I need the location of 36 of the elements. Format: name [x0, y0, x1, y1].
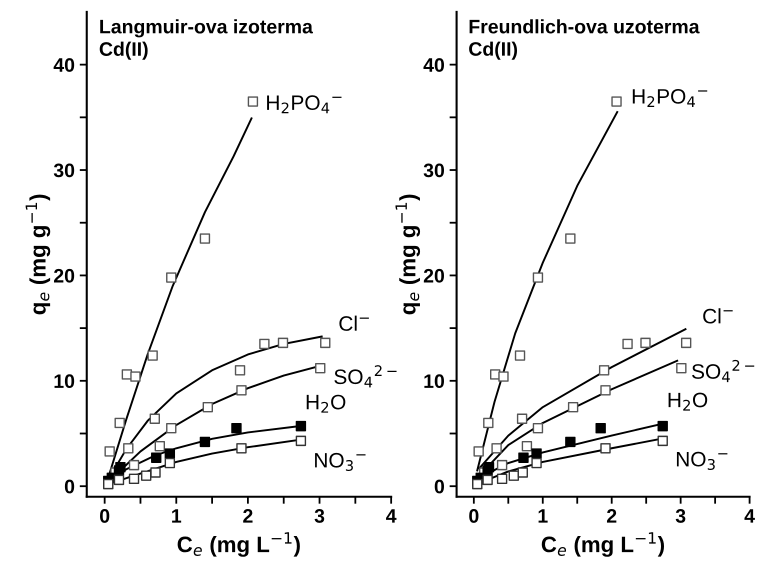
- x-tick-label: 3: [676, 509, 686, 523]
- x-tick-label: 2: [243, 509, 253, 523]
- y-tick-label: 20: [54, 268, 74, 283]
- x-tick-label: 4: [386, 509, 396, 523]
- series-label: H$_{2}$PO$_{4}$$^{−}$: [267, 95, 342, 114]
- series-label: H$_{2}$O: [668, 392, 708, 411]
- series-label: H$_{2}$O: [306, 394, 346, 413]
- series-label: Cl$^{−}$: [703, 308, 733, 324]
- series-label: Cl$^{−}$: [339, 316, 369, 331]
- x-axis-title: C$_{e}$ (mg L$^{−1}$): [178, 532, 300, 557]
- x-tick-label: 0: [100, 509, 110, 523]
- y-tick-label: 40: [54, 58, 74, 72]
- x-tick-label: 2: [606, 509, 616, 523]
- series-label: NO$_{3}$$^{−}$: [676, 452, 728, 470]
- series-label: H$_{2}$PO$_{4}$$^{−}$: [632, 88, 708, 107]
- series-label: SO$_{4}$$^{2−}$: [334, 365, 397, 388]
- text: Langmuir-ova izoterma Cd(II): [100, 19, 313, 60]
- y-axis-title: q$_{e}$ (mg g$^{−1}$): [26, 194, 50, 314]
- text: Freundlich-ova uzoterma Cd(II): [469, 19, 700, 60]
- y-tick-label: 20: [424, 268, 444, 283]
- x-tick-label: 1: [538, 509, 548, 523]
- x-tick-label: 1: [172, 509, 182, 523]
- x-tick-label: 4: [744, 509, 755, 523]
- series-label: NO$_{3}$$^{−}$: [315, 452, 366, 472]
- y-tick-label: 30: [424, 164, 444, 178]
- x-axis-title: C$_{e}$ (mg L$^{−1}$): [542, 532, 664, 557]
- y-tick-label: 30: [54, 164, 74, 178]
- series-label: SO$_{4}$$^{2−}$: [692, 360, 754, 382]
- y-tick-label: 0: [434, 480, 444, 494]
- y-tick-label: 0: [64, 480, 74, 494]
- y-tick-label: 40: [423, 58, 444, 72]
- y-axis-title: q$_{e}$ (mg g$^{−1}$): [396, 194, 420, 314]
- x-tick-label: 0: [469, 509, 478, 523]
- x-tick-label: 3: [314, 509, 324, 523]
- y-tick-label: 10: [424, 374, 444, 388]
- y-tick-label: 10: [54, 374, 74, 388]
